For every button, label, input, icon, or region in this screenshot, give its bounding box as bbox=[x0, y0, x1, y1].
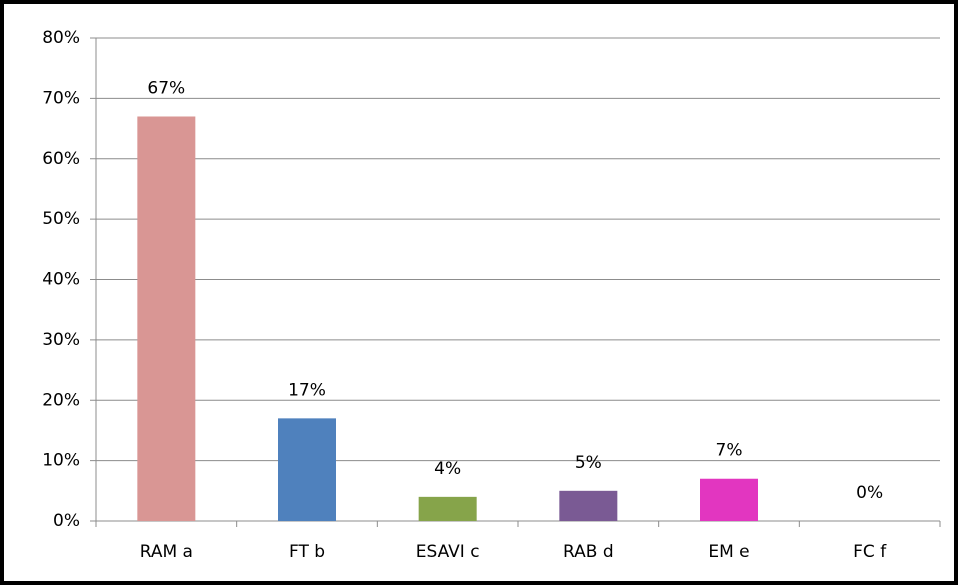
y-tick-label: 80% bbox=[42, 28, 80, 48]
bar bbox=[278, 418, 336, 521]
y-tick-label: 40% bbox=[42, 270, 80, 290]
bar bbox=[137, 116, 196, 522]
data-label: 0% bbox=[856, 483, 883, 503]
x-tick-label: ESAVI c bbox=[416, 542, 480, 562]
y-tick-label: 70% bbox=[42, 88, 80, 108]
y-tick-label: 30% bbox=[42, 330, 80, 350]
y-tick-label: 0% bbox=[53, 511, 80, 531]
bar bbox=[418, 496, 477, 521]
data-label: 67% bbox=[147, 78, 185, 98]
data-label: 5% bbox=[575, 453, 602, 473]
bar bbox=[700, 478, 758, 521]
data-label: 17% bbox=[288, 380, 326, 400]
data-label: 4% bbox=[434, 459, 461, 479]
bar bbox=[559, 490, 618, 521]
x-tick-label: RAB d bbox=[563, 542, 614, 562]
x-tick-label: EM e bbox=[708, 542, 749, 562]
data-label: 7% bbox=[716, 441, 743, 461]
y-tick-label: 60% bbox=[42, 149, 80, 169]
y-tick-label: 10% bbox=[42, 451, 80, 471]
y-tick-label: 20% bbox=[42, 390, 80, 410]
x-tick-label: RAM a bbox=[140, 542, 193, 562]
x-tick-label: FC f bbox=[853, 542, 887, 562]
y-tick-label: 50% bbox=[42, 209, 80, 229]
x-tick-label: FT b bbox=[289, 542, 325, 562]
